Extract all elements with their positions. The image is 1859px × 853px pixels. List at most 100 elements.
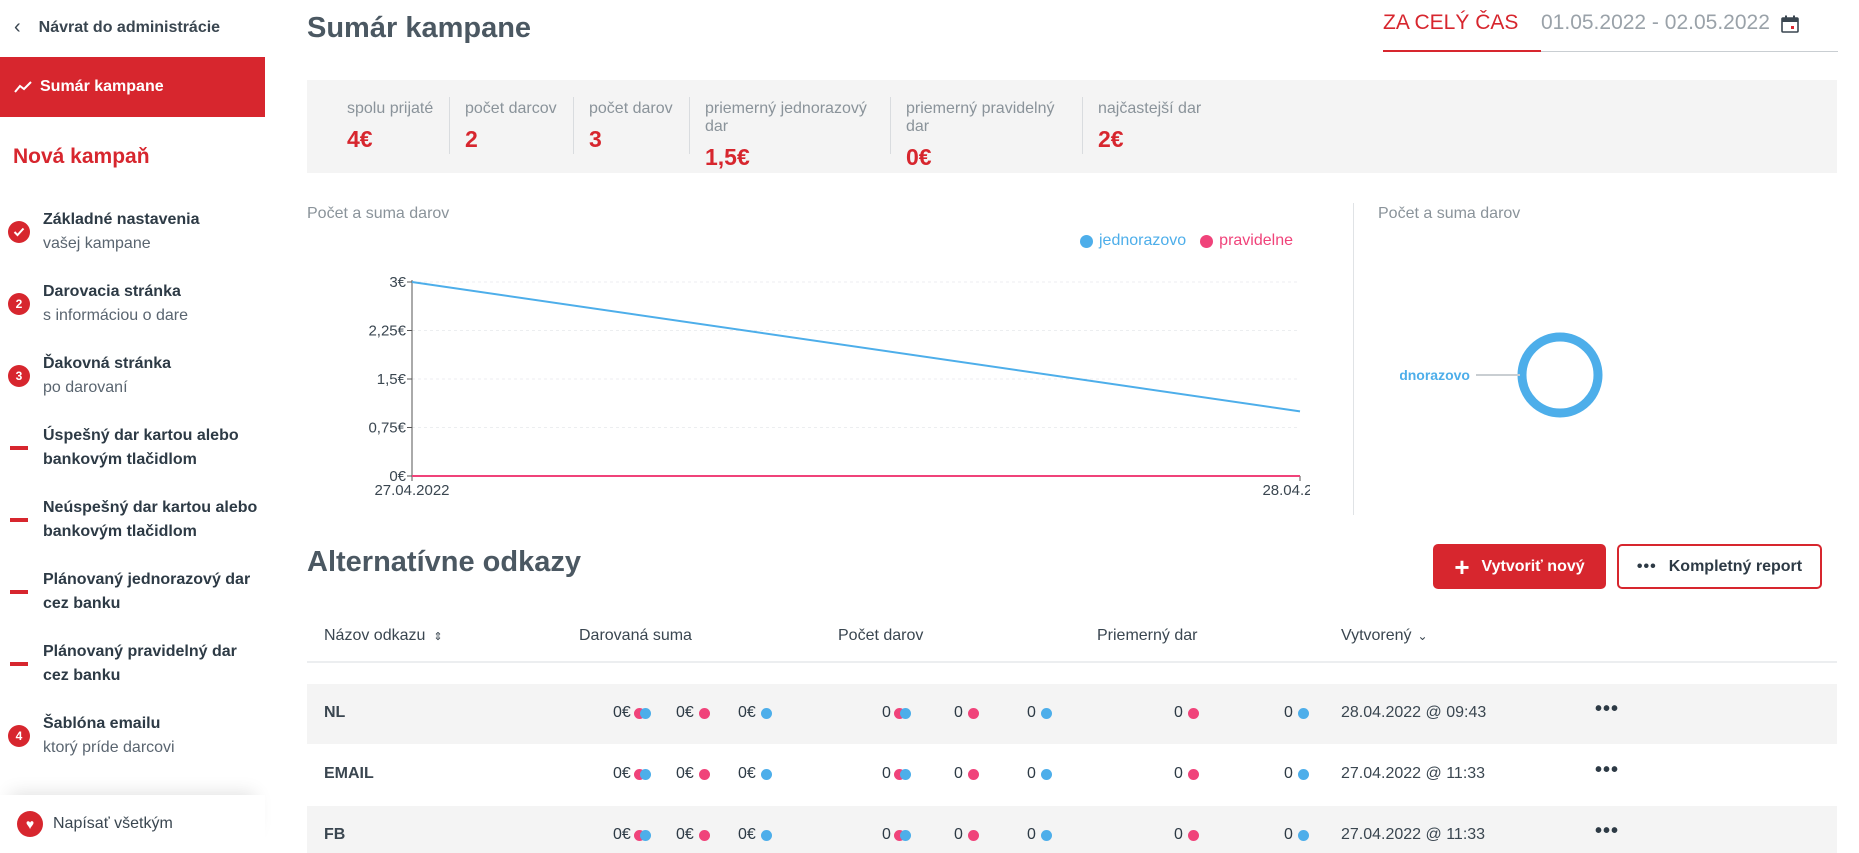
column-header-label: Priemerný dar (1097, 627, 1198, 644)
step-item[interactable]: 3 Ďakovná stránka po darovaní (0, 349, 265, 421)
stat-value: 2€ (1098, 126, 1124, 152)
y-tick-label: 0€ (389, 468, 406, 485)
column-header-created[interactable]: Vytvorený ⌄ (1341, 627, 1428, 645)
link-name: FB (324, 826, 346, 843)
cell-value: 0€ (676, 765, 694, 782)
avg-regular-cell: 0 (1174, 704, 1199, 722)
row-more-icon[interactable]: ••• (1595, 759, 1620, 781)
cell-value: 0 (1027, 826, 1036, 843)
table-row[interactable]: FB 0€ 0€ 0€ 0 0 0 0 0 27.04.2022 @ 11:33 ••• (307, 806, 1837, 853)
count-regular-cell: 0 (954, 765, 979, 783)
regular-dot-icon (967, 829, 979, 841)
cell-value: 0 (1174, 826, 1183, 843)
step-subtitle: bankovým tlačidlom (43, 451, 197, 468)
cell-value: 0 (882, 826, 891, 843)
step-item[interactable]: Úspešný dar kartou alebo bankovým tlačidl… (0, 421, 265, 493)
step-subtitle: ktorý príde darcovi (43, 739, 175, 756)
legend-item-regular[interactable]: pravidelne (1200, 232, 1293, 250)
legend-item-one-time[interactable]: jednorazovo (1080, 232, 1186, 250)
x-tick-label: 27.04.2022 (374, 482, 449, 499)
stat-value: 0€ (906, 144, 932, 170)
step-item[interactable]: 4 Šablóna emailu ktorý príde darcovi (0, 709, 265, 781)
avg-one-time-cell: 0 (1284, 765, 1309, 783)
one-time-dot-icon (1297, 829, 1309, 841)
step-subtitle: s informáciou o dare (43, 307, 188, 324)
count-total-cell: 0 (882, 704, 911, 722)
step-item[interactable]: Plánovaný pravidelný dar cez banku (0, 637, 265, 709)
sum-one-time-cell: 0€ (738, 765, 772, 783)
cell-value: 0 (1174, 704, 1183, 721)
chevron-left-icon: ‹ (14, 16, 21, 38)
chart-legend: jednorazovo pravidelne (1080, 232, 1307, 250)
sidebar: ‹ Návrat do administrácie Sumár kampane … (0, 0, 265, 853)
step-dash-icon (10, 590, 28, 594)
sidebar-item-campaign-summary[interactable]: Sumár kampane (0, 57, 265, 117)
one-time-dot-icon (1040, 768, 1052, 780)
calendar-icon (1781, 15, 1799, 33)
create-new-button[interactable]: + Vytvoriť nový (1433, 544, 1606, 589)
column-header-average: Priemerný dar (1097, 627, 1197, 645)
stat-item: počet darov 3 (573, 80, 689, 173)
column-header-sum: Darovaná suma (579, 627, 692, 645)
step-title: Neúspešný dar kartou alebo (43, 499, 258, 516)
heart-chat-icon: ♥ (17, 811, 43, 837)
row-more-icon[interactable]: ••• (1595, 698, 1620, 720)
cell-value: 0 (1174, 765, 1183, 782)
sum-one-time-cell: 0€ (738, 826, 772, 844)
cell-value: 0 (882, 704, 891, 721)
sum-total-cell: 0€ (613, 765, 651, 783)
avg-regular-cell: 0 (1174, 765, 1199, 783)
step-title: Šablóna emailu (43, 715, 161, 732)
campaign-steps: Základné nastavenia vašej kampane 2 Darovac… (0, 205, 265, 781)
step-item[interactable]: 2 Darovacia stránka s informáciou o dare (0, 277, 265, 349)
sum-regular-cell: 0€ (676, 765, 710, 783)
regular-dot-icon (967, 707, 979, 719)
one-time-dot-icon (1297, 707, 1309, 719)
message-all-button[interactable]: ♥ Napísať všetkým (0, 795, 265, 853)
step-subtitle: bankovým tlačidlom (43, 523, 197, 540)
stat-item: najčastejší dar 2€ (1082, 80, 1262, 173)
one-time-dot-icon (1297, 768, 1309, 780)
date-range-picker[interactable]: 01.05.2022 - 02.05.2022 (1541, 0, 1838, 52)
sum-regular-cell: 0€ (676, 826, 710, 844)
stat-value: 2 (465, 126, 478, 152)
step-item[interactable]: Základné nastavenia vašej kampane (0, 205, 265, 277)
regular-dot-icon (1187, 707, 1199, 719)
table-row[interactable]: NL 0€ 0€ 0€ 0 0 0 0 0 28.04.2022 @ 09:43 ••• (307, 684, 1837, 744)
row-more-icon[interactable]: ••• (1595, 820, 1620, 842)
dual-dot-icon (893, 829, 911, 841)
cell-value: 0€ (738, 765, 756, 782)
sort-updown-icon: ⇕ (433, 630, 443, 643)
link-name: NL (324, 704, 346, 721)
step-item[interactable]: Plánovaný jednorazový dar cez banku (0, 565, 265, 637)
tab-all-time[interactable]: ZA CELÝ ČAS (1383, 0, 1541, 52)
full-report-button[interactable]: ••• Kompletný report (1617, 544, 1822, 589)
avg-one-time-cell: 0 (1284, 704, 1309, 722)
table-row[interactable]: EMAIL 0€ 0€ 0€ 0 0 0 0 0 27.04.2022 @ 11:33 ••• (307, 745, 1837, 805)
column-header-name[interactable]: Názov odkazu ⇕ (324, 627, 443, 645)
back-to-admin-link[interactable]: ‹ Návrat do administrácie (0, 0, 265, 55)
sum-total-cell: 0€ (613, 826, 651, 844)
dual-dot-icon (893, 707, 911, 719)
step-title: Plánovaný pravidelný dar (43, 643, 237, 660)
cell-value: 0 (1284, 826, 1293, 843)
regular-dot-icon (1187, 768, 1199, 780)
stat-item: spolu prijaté 4€ (307, 80, 449, 173)
step-dash-icon (10, 446, 28, 450)
alternative-links-title: Alternatívne odkazy (307, 546, 581, 578)
dual-dot-icon (633, 707, 651, 719)
count-regular-cell: 0 (954, 826, 979, 844)
column-header-label: Darovaná suma (579, 627, 692, 644)
one-time-dot-icon (1040, 829, 1052, 841)
series-line-jednorazovo (411, 281, 1301, 413)
step-subtitle: vašej kampane (43, 235, 151, 252)
cell-value: 0 (1027, 765, 1036, 782)
date-range-value: 01.05.2022 - 02.05.2022 (1541, 11, 1770, 34)
count-one-time-cell: 0 (1027, 704, 1052, 722)
cell-value: 0 (954, 704, 963, 721)
step-item[interactable]: Neúspešný dar kartou alebo bankovým tlači… (0, 493, 265, 565)
one-time-dot-icon (1040, 707, 1052, 719)
y-tick-label: 3€ (389, 274, 406, 291)
line-chart: 0€ 0,75€ 1,5€ 2,25€ 3€ 27.04.2022 28.04.2022 (368, 274, 1310, 499)
cell-value: 0 (954, 826, 963, 843)
